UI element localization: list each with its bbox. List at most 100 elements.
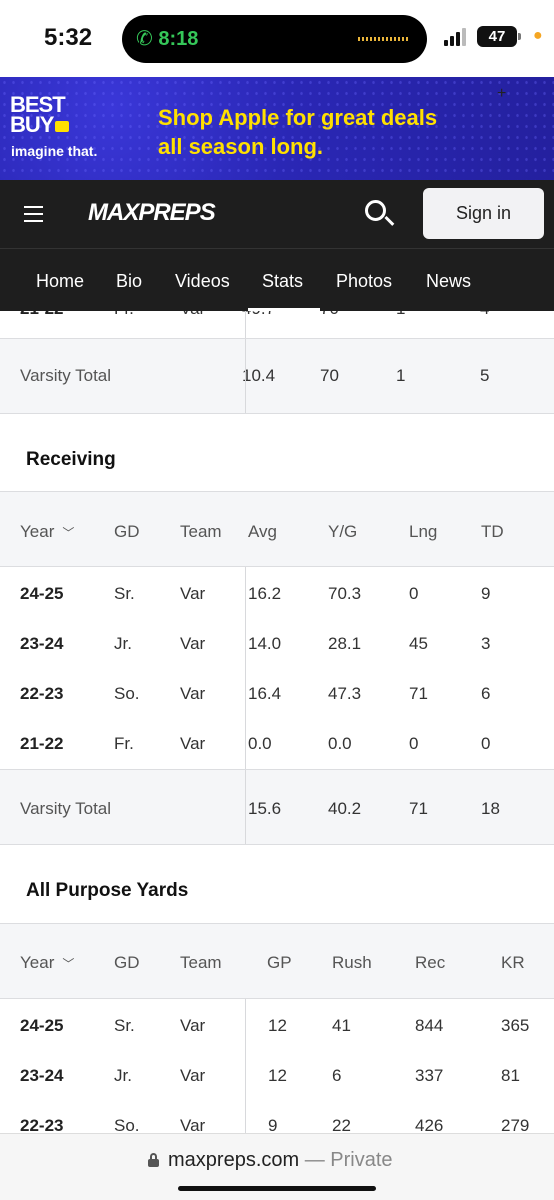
chevron-down-icon: ﹀	[62, 957, 75, 971]
team-cell: Var	[180, 1016, 206, 1035]
year-cell: 24-25	[20, 1016, 64, 1035]
kr-cell: 81	[501, 1066, 520, 1085]
logo-line-2: BUY	[10, 112, 54, 137]
table-header-row: Year ﹀ GD Team GP Rush Rec KR	[0, 924, 554, 998]
team-header: Team	[180, 522, 222, 541]
table-row: 22-23 So. Var 9 22 426 279	[0, 1099, 554, 1133]
gp-cell: 12	[268, 1066, 287, 1085]
avg-cell: 14.0	[248, 634, 282, 653]
tab-stats[interactable]: Stats	[262, 271, 304, 291]
stat-cell: 70	[320, 311, 339, 319]
divider	[0, 413, 554, 414]
table-row: 23-24 Jr. Var 14.0 28.1 45 3	[0, 617, 554, 667]
gp-cell: 12	[268, 1016, 287, 1035]
year-cell: 22-23	[20, 1116, 64, 1133]
avg-header[interactable]: Avg	[248, 522, 277, 541]
stats-content[interactable]: 21-22 Fr. Var 49.7 70 1 4 Varsity Total …	[0, 311, 554, 1133]
gd-cell: Fr.	[114, 734, 134, 753]
ad-background	[0, 77, 554, 180]
active-tab-indicator	[248, 308, 320, 312]
menu-icon[interactable]	[24, 206, 43, 222]
ad-headline-line-1: Shop Apple for great deals	[158, 105, 438, 130]
rush-cell: 22	[332, 1116, 351, 1133]
kr-header[interactable]: KR	[501, 953, 525, 972]
tag-icon	[55, 120, 70, 132]
ad-banner[interactable]: BEST BUY imagine that. Shop Apple for gr…	[0, 77, 554, 180]
logo-line-1: BEST	[10, 92, 66, 117]
table-row: 21-22 Fr. Var 49.7 70 1 4	[0, 311, 554, 327]
team-cell: Var	[180, 684, 206, 703]
yg-header[interactable]: Y/G	[328, 522, 358, 541]
lng-header[interactable]: Lng	[409, 522, 438, 541]
divider	[0, 566, 554, 567]
ad-tagline: imagine that.	[11, 143, 98, 159]
varsity-total-row: Varsity Total 15.6 40.2 71 18	[0, 770, 554, 844]
gd-cell: Jr.	[114, 1066, 132, 1085]
kr-cell: 279	[501, 1116, 530, 1133]
team-cell: Var	[180, 634, 206, 653]
lng-cell: 45	[409, 634, 428, 653]
search-icon[interactable]	[365, 200, 395, 228]
ad-headline-line-2: all season long.	[158, 134, 324, 159]
gd-cell: So.	[114, 1116, 140, 1133]
tab-home[interactable]: Home	[36, 271, 85, 291]
yg-cell: 70.3	[328, 584, 362, 603]
battery-level: 47	[488, 28, 506, 45]
rec-cell: 337	[415, 1066, 444, 1085]
rush-header[interactable]: Rush	[332, 953, 372, 972]
avg-cell: 16.4	[248, 684, 282, 703]
table-row: 22-23 So. Var 16.4 47.3 71 6	[0, 667, 554, 717]
url-domain: maxpreps.com	[168, 1149, 300, 1171]
divider	[245, 567, 246, 769]
year-header[interactable]: Year ﹀	[20, 953, 74, 973]
sign-in-button[interactable]: Sign in	[423, 188, 544, 239]
gd-header: GD	[114, 953, 140, 972]
year-header-label: Year	[20, 522, 55, 541]
all-purpose-title: All Purpose Yards	[26, 880, 189, 901]
gd-cell: So.	[114, 684, 140, 703]
table-row: 21-22 Fr. Var 0.0 0.0 0 0	[0, 717, 554, 767]
td-cell: 18	[481, 799, 500, 818]
tab-news[interactable]: News	[426, 271, 472, 291]
dynamic-island[interactable]: ✆ 8:18	[122, 15, 427, 63]
divider	[245, 770, 246, 844]
home-indicator[interactable]	[178, 1186, 376, 1191]
gd-cell: Fr.	[114, 311, 134, 319]
total-label: Varsity Total	[20, 366, 112, 385]
stat-cell: 4	[480, 311, 489, 319]
team-cell: Var	[180, 584, 206, 603]
clock: 5:32	[44, 24, 93, 51]
lng-cell: 71	[409, 799, 428, 818]
receiving-title: Receiving	[26, 449, 116, 470]
year-cell: 24-25	[20, 584, 64, 603]
tab-photos[interactable]: Photos	[336, 271, 393, 291]
year-header[interactable]: Year ﹀	[20, 522, 74, 542]
table-header-row: Year ﹀ GD Team Avg Y/G Lng TD	[0, 492, 554, 566]
maxpreps-logo[interactable]: MAXPREPS	[88, 199, 216, 226]
avg-cell: 15.6	[248, 799, 282, 818]
gd-cell: Sr.	[114, 1016, 135, 1035]
battery-icon: 47	[477, 26, 521, 47]
status-bar: 5:32 ✆ 8:18 47 ●	[0, 0, 554, 77]
tab-bio[interactable]: Bio	[116, 271, 143, 291]
ad-expand-button[interactable]: +	[497, 85, 507, 102]
lng-cell: 0	[409, 584, 419, 603]
td-cell: 3	[481, 634, 491, 653]
divider	[0, 923, 554, 924]
rec-header[interactable]: Rec	[415, 953, 446, 972]
gp-header[interactable]: GP	[267, 953, 292, 972]
divider	[245, 339, 246, 413]
stat-cell: 1	[396, 311, 405, 319]
ad-headline: Shop Apple for great deals all season lo…	[158, 103, 437, 161]
privacy-indicator-icon: ●	[533, 27, 543, 44]
td-header[interactable]: TD	[481, 522, 504, 541]
year-cell: 22-23	[20, 684, 64, 703]
best-buy-logo: BEST BUY	[10, 92, 70, 137]
yg-cell: 0.0	[328, 734, 352, 753]
stat-cell: 70	[320, 366, 339, 385]
yg-cell: 28.1	[328, 634, 362, 653]
url-text[interactable]: maxpreps.com — Private	[168, 1149, 393, 1172]
tab-videos[interactable]: Videos	[175, 271, 230, 291]
profile-nav: Home Bio Videos Stats Photos News	[0, 248, 554, 312]
divider	[0, 844, 554, 845]
